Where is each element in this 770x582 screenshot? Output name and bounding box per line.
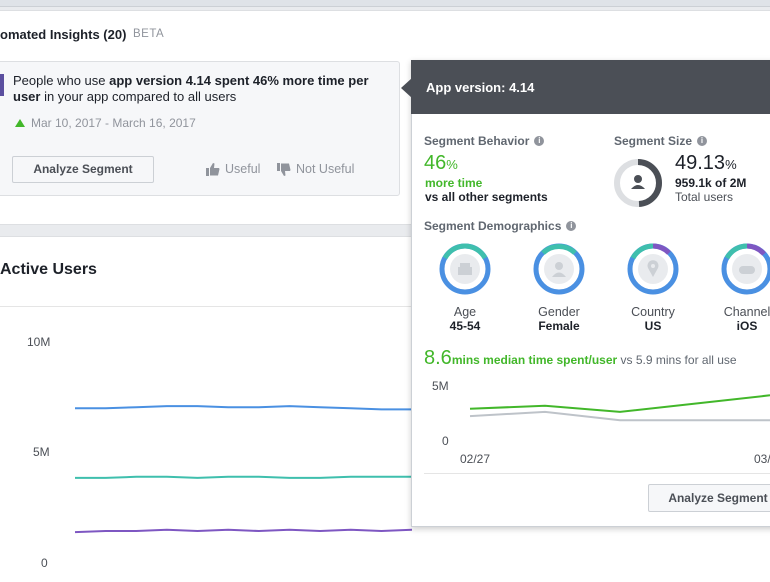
popover-header <box>411 60 770 114</box>
median-comparison-text: vs 5.9 mins for all use <box>617 353 737 367</box>
not-useful-button[interactable]: Not Useful <box>277 162 354 176</box>
segment-size-count: 959.1k of 2M <box>675 176 747 190</box>
demographic-gender[interactable]: Gender Female <box>519 241 599 333</box>
segment-behavior-label: Segment Behavior <box>424 134 530 148</box>
mini-y-tick-label: 0 <box>442 434 449 448</box>
useful-label: Useful <box>225 162 261 176</box>
person-icon <box>552 262 566 277</box>
y-tick-label: 10M <box>27 335 51 349</box>
series-line <box>74 528 413 534</box>
series-line <box>75 475 412 479</box>
segment-behavior-heading: Segment Behavior i <box>424 134 545 148</box>
not-useful-label: Not Useful <box>296 162 355 176</box>
age-donut <box>439 243 491 295</box>
mini-x-tick-label: 03/ <box>754 452 770 466</box>
insight-accent-bar <box>0 74 4 96</box>
gender-donut <box>533 243 585 295</box>
median-green-text: mins median time spent/user <box>451 353 618 367</box>
active-users-title: Active Users <box>0 261 97 278</box>
demographic-label: Channel <box>723 305 770 319</box>
analyze-segment-button[interactable]: Analyze Segment <box>12 156 154 183</box>
segment-size-label: Segment Size <box>614 134 693 148</box>
trend-series-line <box>469 394 770 413</box>
popover-title: App version: 4.14 <box>426 80 535 95</box>
info-icon[interactable]: i <box>534 136 545 146</box>
demographic-country[interactable]: Country US <box>613 241 693 333</box>
demographic-label: Gender <box>538 305 580 319</box>
insight-text: People who use app version 4.14 spent 46… <box>13 73 369 104</box>
segment-demographics-heading: Segment Demographics i <box>424 219 577 233</box>
segment-size-value: 49.13% <box>675 152 737 174</box>
panel-divider <box>0 306 770 307</box>
segment-size-heading: Segment Size i <box>614 134 708 148</box>
thumbs-up-icon <box>206 162 220 176</box>
segment-behavior-line2: vs all other segments <box>425 190 548 204</box>
trend-series-line <box>469 410 770 422</box>
segment-behavior-line1: more time <box>425 176 483 190</box>
mini-y-tick-label: 5M <box>432 379 449 393</box>
y-tick-label: 5M <box>33 445 50 459</box>
thumbs-down-icon <box>277 162 291 176</box>
insights-title: omated Insights (20) <box>0 27 127 42</box>
demographic-label: Age <box>453 305 477 319</box>
segment-demographics-label: Segment Demographics <box>424 219 562 233</box>
popover-analyze-segment-button[interactable]: Analyze Segment <box>648 484 770 512</box>
y-tick-label: 0 <box>41 556 48 570</box>
demographic-age[interactable]: Age 45-54 <box>425 241 505 333</box>
segment-size-donut <box>614 159 662 207</box>
median-value: 8.6 <box>424 347 452 369</box>
segment-size-sub: Total users <box>675 190 734 204</box>
useful-button[interactable]: Useful <box>206 162 260 176</box>
demographic-value: Female <box>538 319 580 333</box>
popover-divider <box>424 473 770 474</box>
cake-icon <box>458 263 472 275</box>
popover-pointer <box>401 78 412 98</box>
info-icon[interactable]: i <box>697 136 708 146</box>
mini-x-tick-label: 02/27 <box>460 452 491 466</box>
demographic-value: iOS <box>736 319 758 333</box>
series-line <box>75 405 412 411</box>
beta-badge: BETA <box>133 28 165 40</box>
demographic-value: 45-54 <box>449 319 481 333</box>
active-users-chart <box>74 405 413 534</box>
trend-up-icon <box>15 119 25 127</box>
gamepad-icon <box>739 266 755 274</box>
demographic-value: US <box>644 319 662 333</box>
insight-date-range: Mar 10, 2017 - March 16, 2017 <box>31 116 196 130</box>
median-time-summary: 8.6mins median time spent/user vs 5.9 mi… <box>424 347 737 370</box>
info-icon[interactable]: i <box>566 221 577 231</box>
demographic-label: Country <box>631 305 675 319</box>
channel-donut <box>721 243 770 295</box>
country-donut <box>627 243 679 295</box>
segment-behavior-value: 46% <box>424 152 458 174</box>
segment-trend-chart <box>469 394 770 422</box>
map-pin-icon <box>647 260 659 277</box>
top-bar <box>0 0 770 7</box>
demographic-channel[interactable]: Channel iOS <box>707 241 770 333</box>
